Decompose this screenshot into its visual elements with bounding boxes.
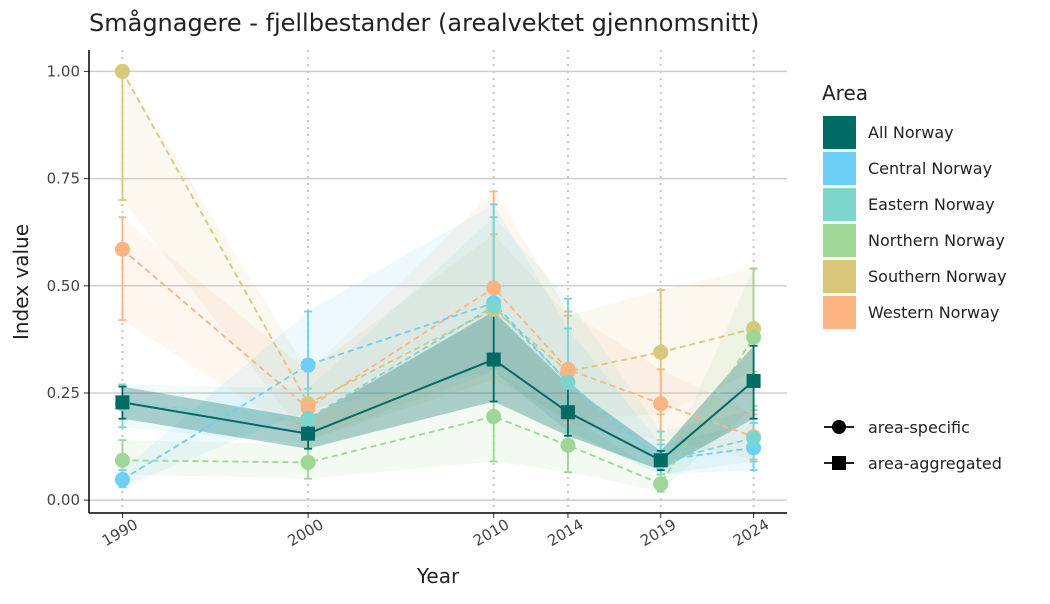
line-northern-norway bbox=[122, 336, 755, 485]
band-eastern-norway bbox=[122, 217, 754, 475]
point-eastern-norway bbox=[486, 298, 502, 314]
y-tick-label: 1.00 bbox=[47, 62, 80, 80]
line-all-norway bbox=[122, 358, 755, 462]
point-all-norway bbox=[653, 453, 668, 468]
point-southern-norway bbox=[653, 344, 669, 360]
legend-label-southern-norway: Southern Norway bbox=[868, 267, 1007, 286]
point-all-norway bbox=[560, 405, 575, 420]
legend-square-marker bbox=[832, 456, 846, 470]
point-northern-norway bbox=[486, 409, 502, 425]
legend-title: Area bbox=[822, 81, 868, 105]
x-tick-label: 2000 bbox=[285, 515, 327, 550]
legend-swatch-eastern-norway bbox=[823, 188, 856, 221]
legend-shape-label: area-specific bbox=[868, 418, 970, 437]
legend-swatch-western-norway bbox=[823, 296, 856, 329]
point-western-norway bbox=[300, 400, 316, 416]
x-axis-label: Year bbox=[416, 564, 460, 588]
legend-label-eastern-norway: Eastern Norway bbox=[868, 195, 995, 214]
legend-swatch-all-norway bbox=[823, 116, 856, 149]
point-northern-norway bbox=[114, 452, 130, 468]
point-southern-norway bbox=[114, 63, 130, 79]
point-northern-norway bbox=[560, 437, 576, 453]
x-tick-label: 2014 bbox=[544, 515, 586, 550]
point-central-norway bbox=[114, 472, 130, 488]
legend-label-western-norway: Western Norway bbox=[868, 303, 999, 322]
chart-title: Smågnagere - fjellbestander (arealvektet… bbox=[89, 8, 759, 37]
point-western-norway bbox=[486, 280, 502, 296]
point-eastern-norway bbox=[300, 411, 316, 427]
band-central-norway bbox=[122, 204, 754, 488]
point-all-norway bbox=[115, 395, 130, 410]
band-all-norway bbox=[122, 311, 754, 471]
point-eastern-norway bbox=[746, 430, 762, 446]
legend-label-central-norway: Central Norway bbox=[868, 159, 992, 178]
error-bar-western-norway bbox=[118, 216, 127, 321]
x-tick-label: 2024 bbox=[730, 515, 772, 550]
y-tick-label: 0.25 bbox=[47, 384, 80, 402]
point-all-norway bbox=[486, 352, 501, 367]
data-points bbox=[114, 63, 762, 492]
legend: Area All Norway Central Norway Eastern Nor… bbox=[822, 81, 1007, 473]
line-eastern-norway bbox=[122, 305, 754, 463]
x-tick-label: 2010 bbox=[470, 515, 512, 550]
point-all-norway bbox=[746, 373, 761, 388]
point-all-norway bbox=[301, 426, 316, 441]
point-western-norway bbox=[560, 361, 576, 377]
x-tick-label: 2019 bbox=[637, 515, 679, 550]
y-tick-label: 0.50 bbox=[47, 277, 80, 295]
band-southern-norway bbox=[122, 71, 754, 441]
band-northern-norway bbox=[122, 268, 754, 492]
legend-swatch-central-norway bbox=[823, 152, 856, 185]
legend-label-all-norway: All Norway bbox=[868, 123, 954, 142]
y-tick-label: 0.00 bbox=[47, 491, 80, 509]
x-tick-label: 1990 bbox=[99, 515, 141, 550]
point-western-norway bbox=[653, 396, 669, 412]
y-axis-label: Index value bbox=[9, 224, 33, 340]
y-tick-label: 0.75 bbox=[47, 170, 80, 188]
point-northern-norway bbox=[300, 454, 316, 470]
confidence-bands bbox=[122, 71, 754, 492]
point-northern-norway bbox=[746, 329, 762, 345]
point-western-norway bbox=[114, 241, 130, 257]
line-central-norway bbox=[121, 301, 754, 481]
point-eastern-norway bbox=[560, 374, 576, 390]
line-western-norway bbox=[121, 248, 754, 438]
legend-label-northern-norway: Northern Norway bbox=[868, 231, 1005, 250]
legend-swatch-northern-norway bbox=[823, 224, 856, 257]
legend-swatch-southern-norway bbox=[823, 260, 856, 293]
point-central-norway bbox=[300, 357, 316, 373]
series-lines bbox=[121, 70, 755, 485]
legend-shape-label: area-aggregated bbox=[868, 454, 1002, 473]
point-northern-norway bbox=[653, 476, 669, 492]
legend-circle-marker bbox=[832, 420, 846, 434]
band-western-norway bbox=[122, 191, 754, 460]
